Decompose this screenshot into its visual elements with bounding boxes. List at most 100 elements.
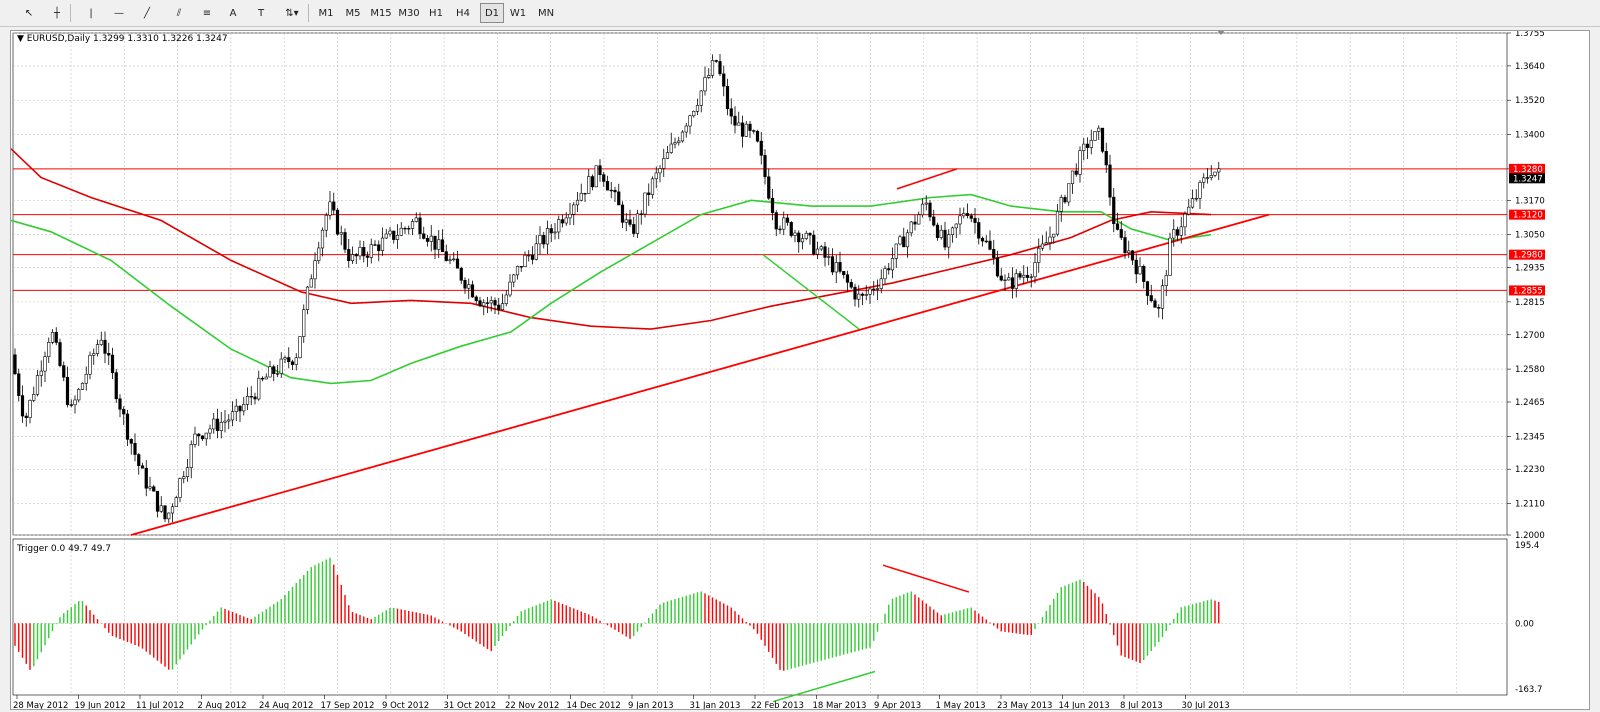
candle <box>680 130 685 143</box>
timeframe-h4-button[interactable]: H4 <box>456 7 470 19</box>
candle <box>392 230 396 244</box>
candle <box>467 278 471 300</box>
candle <box>954 223 958 238</box>
timeframe-m15-button[interactable]: M15 <box>370 7 392 19</box>
candle <box>155 490 160 518</box>
candle <box>804 230 808 241</box>
candle <box>95 339 100 357</box>
candle <box>58 338 62 368</box>
fibonacci-tool-button[interactable]: ≡ <box>196 3 218 23</box>
candle <box>399 222 403 236</box>
candle <box>917 211 921 225</box>
candle <box>999 268 1003 282</box>
text-label-tool-button[interactable]: T <box>250 3 272 23</box>
horizontal-line-tool-button[interactable]: — <box>108 3 130 23</box>
timeframe-w1-button[interactable]: W1 <box>509 7 527 19</box>
candle <box>1014 269 1018 298</box>
candle <box>673 137 677 149</box>
candle <box>842 271 846 279</box>
candle <box>583 192 587 203</box>
candle <box>864 285 868 301</box>
candle <box>332 192 336 215</box>
candle <box>1078 146 1082 183</box>
candle <box>545 220 550 254</box>
candle <box>1025 266 1030 282</box>
text-tool-button[interactable]: A <box>222 3 244 23</box>
candle <box>782 211 786 236</box>
candle <box>47 337 51 363</box>
chart-svg[interactable]: 1.3755 1.3640 1.3520 1.3400 1.3280 1.3170 1.30… <box>10 29 1589 711</box>
indicator-divergence-line[interactable] <box>882 564 970 593</box>
candle <box>369 238 373 264</box>
equidistant-channel-tool-button[interactable]: ⫽ <box>168 3 190 23</box>
price-tick-label: 1.2465 <box>1515 398 1545 408</box>
vertical-line-tool-button[interactable]: | <box>80 3 102 23</box>
chart-shift-marker[interactable] <box>1217 30 1225 35</box>
candle <box>943 221 947 251</box>
candle <box>530 246 535 265</box>
candle <box>444 244 448 262</box>
indicator-divergence-line[interactable] <box>772 670 876 703</box>
candle <box>178 477 182 503</box>
candle <box>632 216 636 237</box>
moving-average-green[interactable] <box>10 193 1212 385</box>
indicator-level-label: -163.7 <box>1515 685 1542 695</box>
candle <box>489 296 493 312</box>
candle <box>1142 264 1146 289</box>
candle <box>1007 272 1011 281</box>
candle <box>665 145 670 159</box>
timeframe-mn-button[interactable]: MN <box>537 7 555 19</box>
date-tick-label: 1 May 2013 <box>936 701 986 709</box>
candle <box>1202 173 1206 189</box>
date-tick-label: 30 Jul 2013 <box>1182 701 1230 709</box>
candle <box>204 432 208 446</box>
candle <box>504 290 508 307</box>
price-tick-label: 1.3400 <box>1515 131 1545 141</box>
date-tick-label: 14 Dec 2012 <box>567 701 621 709</box>
candle <box>905 229 910 258</box>
candle <box>1157 304 1161 318</box>
candle <box>452 252 456 262</box>
price-level-tag-label: 1.3280 <box>1513 165 1543 175</box>
timeframe-m30-button[interactable]: M30 <box>398 7 420 19</box>
trendline-tool-button[interactable]: ╱ <box>136 3 158 23</box>
candle <box>1010 267 1015 299</box>
candle <box>35 369 40 397</box>
candle <box>853 283 857 307</box>
timeframe-d1-button[interactable]: D1 <box>480 3 504 23</box>
candle <box>197 433 201 447</box>
candle <box>84 366 88 391</box>
timeframe-m1-button[interactable]: M1 <box>318 7 334 19</box>
ascending-trendline[interactable] <box>130 213 1270 536</box>
divergence-line[interactable] <box>762 254 860 330</box>
candle <box>493 297 497 314</box>
candle <box>272 364 276 382</box>
candle <box>103 331 107 364</box>
candle <box>913 214 917 231</box>
arrows-tool-button[interactable]: ⇅▾ <box>278 3 306 23</box>
timeframe-h1-button[interactable]: H1 <box>429 7 443 19</box>
price-tick-label: 1.2700 <box>1515 331 1545 341</box>
price-level-tag-label: 1.2855 <box>1513 286 1543 296</box>
date-tick-label: 2 Aug 2012 <box>198 701 247 709</box>
chart-title: ▼ EURUSD,Daily 1.3299 1.3310 1.3226 1.32… <box>17 34 228 44</box>
candle <box>1138 257 1142 275</box>
candle <box>212 412 216 434</box>
candle <box>1097 125 1101 141</box>
candle <box>350 246 355 264</box>
candle <box>1074 163 1078 177</box>
candle <box>395 224 400 249</box>
candle <box>669 132 673 154</box>
resistance-trendline[interactable] <box>896 168 958 190</box>
date-tick-label: 14 Jun 2013 <box>1059 701 1110 709</box>
timeframe-m5-button[interactable]: M5 <box>345 7 361 19</box>
candle <box>849 279 853 289</box>
cursor-tool-button[interactable]: ↖ <box>18 3 40 23</box>
candle <box>935 222 940 241</box>
candle <box>725 78 730 116</box>
candle <box>362 240 366 263</box>
crosshair-tool-button[interactable]: ┼ <box>46 3 68 23</box>
candle <box>635 209 640 238</box>
candle <box>1029 273 1033 288</box>
candle <box>497 298 501 315</box>
